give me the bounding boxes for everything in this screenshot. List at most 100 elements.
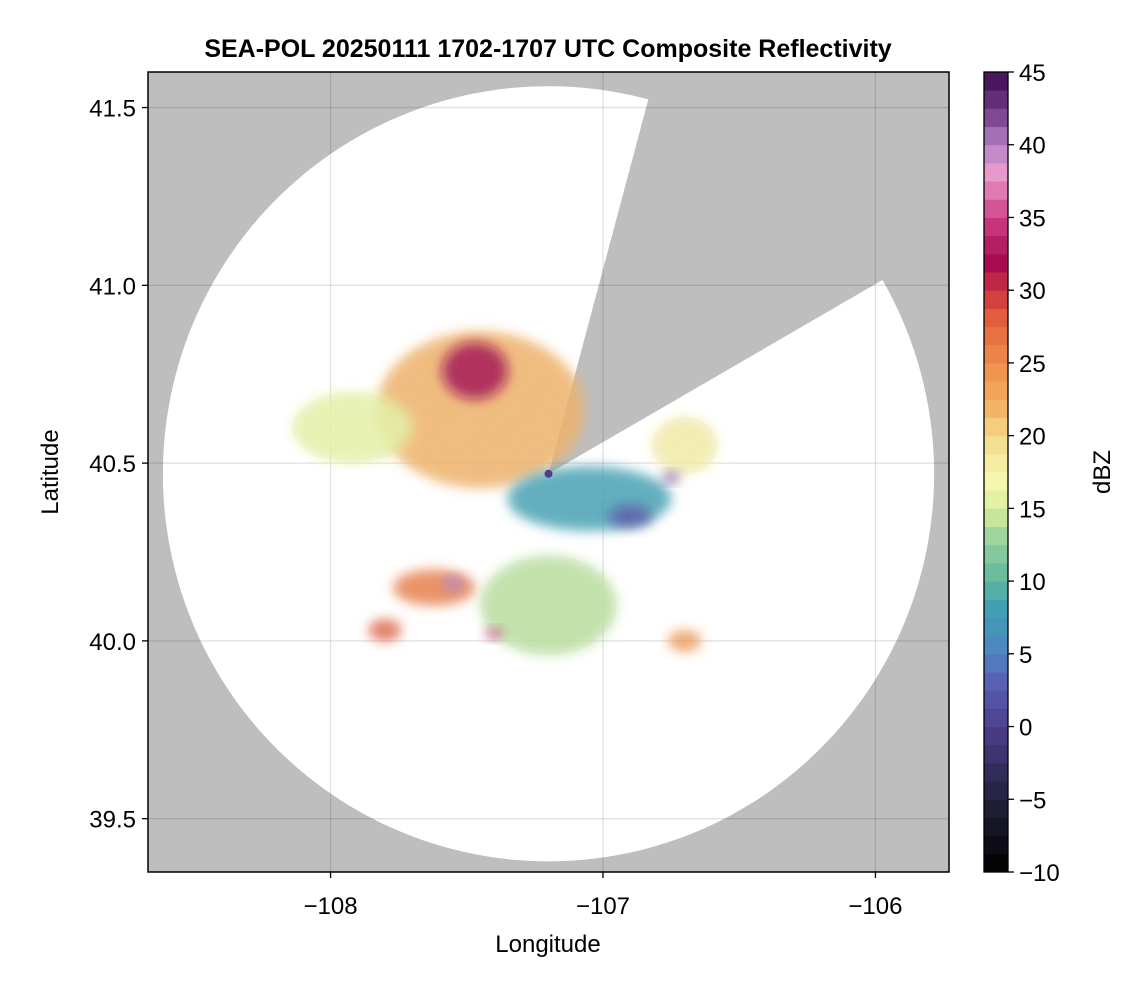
echo-south-small-core [485,628,503,640]
colorbar-segment [984,581,1008,600]
echo-central-minimum-texture [608,505,653,528]
x-tick-label-0: −108 [304,893,358,920]
colorbar-tick-label-8: 30 [1019,278,1046,305]
echo-southern-mass-texture [480,555,617,656]
echo-central-minimum [608,505,653,528]
colorbar-segment [984,90,1008,109]
echo-southeast-fragments-texture [668,630,702,652]
colorbar-segment [984,399,1008,418]
colorbar-tick-label-3: 5 [1019,642,1032,669]
colorbar-segment [984,599,1008,618]
radar-site-marker [544,469,553,478]
x-tick-label-2: −106 [848,893,902,920]
colorbar-segment [984,781,1008,800]
echo-eastern-cell-core [662,472,680,483]
echo-eastern-cell-core-texture [662,472,680,483]
colorbar-tick-label-5: 15 [1019,496,1046,523]
colorbar-segment [984,453,1008,473]
y-tick-label-4: 41.5 [89,96,136,123]
colorbar-segment [984,344,1008,364]
x-tick-label-1: −107 [576,893,630,920]
echo-northwest-core-texture [442,342,508,400]
echo-southwest-core [442,576,465,592]
colorbar-segment [984,435,1008,455]
colorbar-tick-label-2: 0 [1019,715,1032,742]
colorbar-segment [984,472,1008,491]
colorbar-tick-label-11: 45 [1019,60,1046,87]
colorbar-segment [984,181,1008,200]
echo-eastern-cell-texture [652,416,718,474]
echo-southern-mass [480,555,617,656]
colorbar-segment [984,653,1008,673]
colorbar-segment [984,490,1008,509]
colorbar-segment [984,126,1008,146]
colorbar-tick-label-10: 40 [1019,133,1046,160]
y-tick-label-3: 41.0 [89,273,136,300]
echo-northwest-stratiform-mass-texture [376,331,584,488]
colorbar-segment [984,199,1008,218]
colorbar-label: dBZ [1089,450,1116,494]
echo-northwest-core [442,342,508,400]
colorbar-tick-label-1: −5 [1019,787,1046,814]
colorbar-segment [984,799,1008,818]
y-tick-label-0: 39.5 [89,807,136,834]
colorbar-segment [984,672,1008,691]
colorbar-segment [984,253,1008,273]
colorbar-segment [984,308,1008,328]
colorbar-segment [984,835,1008,855]
colorbar-segment [984,217,1008,237]
echo-southwest-cells [393,569,475,606]
colorbar-segment [984,744,1008,764]
colorbar-segment [984,381,1008,400]
reflectivity-echoes [292,331,718,656]
echo-northwest-stratiform-mass [376,331,584,488]
colorbar-segment [984,108,1008,128]
y-tick-label-2: 40.5 [89,451,136,478]
colorbar-segment [984,417,1008,437]
echo-southeast-fragments [668,630,702,652]
colorbar-tick-label-0: −10 [1019,860,1060,887]
echo-far-southwest-cell-texture [368,619,402,641]
x-axis-label: Longitude [495,931,600,958]
echo-south-small-core-texture [485,628,503,640]
colorbar-segment [984,853,1008,873]
y-axis-label: Latitude [37,429,64,514]
colorbar-segment [984,162,1008,182]
colorbar-segment [984,144,1008,164]
colorbar-segment [984,326,1008,346]
echo-far-southwest-cell [368,619,402,641]
chart-title: SEA-POL 20250111 1702-1707 UTC Composite… [204,35,891,63]
colorbar-segment [984,708,1008,728]
colorbar-segment [984,235,1008,255]
colorbar-segment [984,362,1008,382]
colorbar-segment [984,562,1008,582]
echo-eastern-cell [652,416,718,474]
colorbar-segment [984,762,1008,782]
colorbar-tick-label-7: 25 [1019,351,1046,378]
colorbar-segment [984,272,1008,291]
colorbar-segment [984,526,1008,546]
colorbar-tick-label-6: 20 [1019,424,1046,451]
colorbar-segment [984,690,1008,709]
colorbar-segment [984,508,1008,528]
colorbar-tick-label-9: 35 [1019,205,1046,232]
echo-western-light-band [292,392,413,464]
colorbar-frame [983,71,1009,873]
echo-western-light-band-texture [292,392,413,464]
colorbar-segment [984,544,1008,564]
colorbar-segment [984,635,1008,655]
x-axis-ticks: −108 −107 −106 [304,872,902,920]
colorbar-tick-label-4: 10 [1019,569,1046,596]
echo-southwest-cells-texture [393,569,475,606]
plot-area: −108 −107 −106 39.5 40.0 40.5 41.0 41.5 [89,71,950,920]
echo-southwest-core-texture [442,576,465,592]
colorbar-segment [984,726,1008,746]
colorbar-segment [984,617,1008,637]
colorbar-segment [984,290,1008,309]
colorbar-segment [984,817,1008,837]
y-axis-ticks: 39.5 40.0 40.5 41.0 41.5 [89,96,148,834]
colorbar: −10 −5 0 5 10 15 20 25 30 35 40 45 [983,60,1060,887]
y-tick-label-1: 40.0 [89,629,136,656]
colorbar-segment [984,72,1008,91]
